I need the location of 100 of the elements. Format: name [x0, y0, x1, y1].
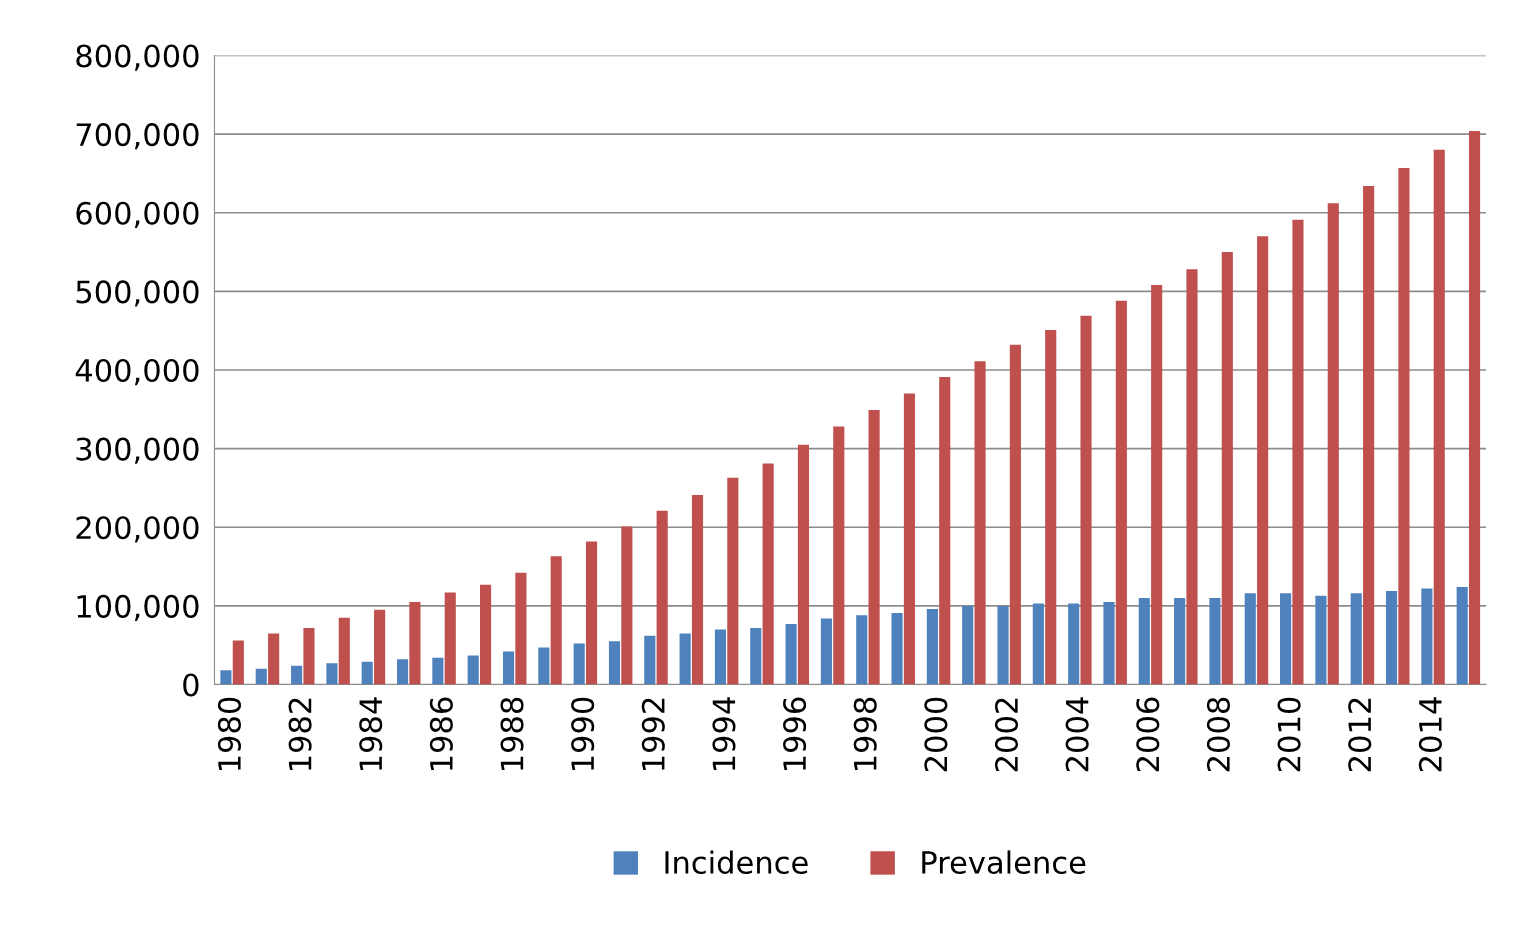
bar: [868, 410, 880, 685]
x-tick-label: 2004: [1065, 697, 1089, 772]
legend-label: Incidence: [665, 850, 808, 875]
bar: [656, 510, 668, 685]
bar: [1327, 203, 1339, 685]
bar: [397, 659, 409, 685]
bar: [538, 647, 550, 685]
x-tick-label: 1990: [571, 697, 595, 771]
x-tick-label: 1992: [641, 698, 665, 771]
bar: [820, 618, 832, 685]
bar: [255, 668, 267, 685]
bar: [1398, 167, 1410, 685]
bar: [291, 665, 303, 685]
y-tick-label: 300,000: [76, 437, 199, 464]
bar: [1209, 598, 1221, 685]
y-tick-label: 0: [183, 673, 199, 697]
bar: [1433, 149, 1445, 685]
bar: [974, 361, 986, 685]
bar: [939, 377, 951, 685]
bar: [785, 623, 797, 685]
x-tick-label: 2014: [1418, 697, 1442, 772]
x-tick-label: 2008: [1206, 697, 1230, 772]
bar: [502, 651, 515, 685]
y-tick-label: 700,000: [76, 123, 199, 150]
legend-label: Prevalence: [922, 850, 1086, 875]
x-tick-label: 1994: [712, 697, 736, 771]
bar: [1115, 300, 1127, 685]
bar: [621, 526, 633, 685]
x-tick-label: 2010: [1277, 697, 1301, 772]
x-tick-label: 1998: [853, 697, 877, 771]
x-tick-label: 1986: [429, 697, 453, 771]
bar: [326, 663, 338, 685]
y-tick-label: 400,000: [75, 358, 199, 386]
y-tick-label: 100,000: [77, 594, 199, 622]
bar: [232, 640, 244, 685]
bar: [467, 655, 479, 685]
bar: [997, 605, 1009, 685]
bar: [550, 556, 562, 685]
bar: [1080, 315, 1092, 685]
bar: [1315, 595, 1327, 685]
bar: [608, 641, 621, 685]
bar: [1103, 601, 1115, 685]
bar: [1350, 593, 1362, 685]
bar: [374, 609, 386, 685]
x-tick-label: 1996: [783, 697, 807, 771]
bar: [797, 444, 810, 685]
bar: [268, 633, 280, 685]
bar: [1068, 603, 1080, 685]
bar: [573, 643, 585, 685]
bar: [515, 572, 527, 685]
x-tick-label: 2000: [924, 697, 948, 772]
bar: [1456, 587, 1468, 685]
x-tick-label: 1980: [217, 697, 242, 771]
bar: [1186, 269, 1198, 685]
bar: [338, 617, 350, 685]
x-tick-label: 1984: [359, 697, 383, 771]
x-tick-label: 1988: [500, 697, 524, 771]
bar: [833, 426, 845, 685]
bar: [1385, 590, 1398, 685]
bar: [856, 615, 868, 685]
bar: [1421, 588, 1433, 685]
bar: [361, 661, 373, 685]
bar: [891, 612, 903, 685]
bar: [1138, 598, 1150, 685]
bar: [1151, 285, 1163, 685]
bar: [714, 629, 727, 685]
bar: [1045, 329, 1057, 685]
bar: [303, 627, 315, 685]
bar: [691, 495, 704, 685]
bar: [409, 601, 421, 685]
bar: [962, 605, 974, 685]
bar: [903, 393, 915, 685]
bar: [220, 670, 232, 685]
bar: [1221, 252, 1233, 685]
bar: [444, 592, 456, 685]
x-tick-label: 2002: [994, 698, 1019, 772]
bar: [1257, 236, 1269, 685]
x-tick-label: 2012: [1348, 698, 1372, 772]
bar: [762, 463, 774, 685]
x-tick-label: 2006: [1136, 697, 1160, 772]
y-tick-label: 200,000: [76, 516, 199, 543]
bar: [679, 633, 691, 685]
bar: [480, 584, 492, 685]
bar: [644, 635, 656, 685]
bar: [1292, 219, 1304, 685]
bar: [1009, 344, 1021, 685]
bar: [926, 609, 938, 685]
bar: [750, 627, 762, 685]
x-tick-label: 1982: [288, 698, 312, 771]
bar: [1363, 186, 1375, 685]
y-tick-label: 600,000: [76, 201, 199, 228]
bar: [1174, 598, 1186, 685]
bar: [1032, 603, 1044, 685]
bar: [1244, 593, 1256, 685]
bar: [1469, 130, 1481, 685]
y-tick-label: 500,000: [76, 280, 199, 307]
bar: [585, 541, 598, 685]
y-tick-label: 800,000: [76, 44, 199, 71]
bar: [727, 477, 739, 685]
bar: [1280, 593, 1292, 685]
